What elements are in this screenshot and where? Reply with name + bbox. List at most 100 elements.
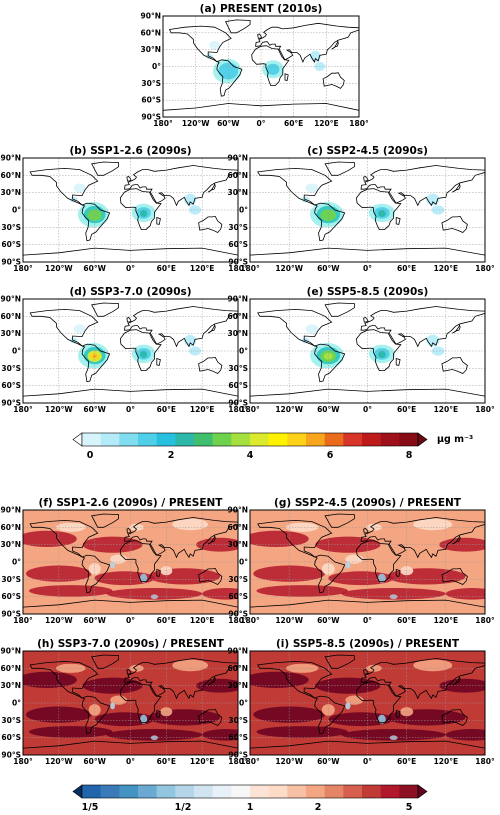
lat-tick-label: 90°S (228, 258, 248, 267)
lat-tick-label: 90°S (228, 610, 248, 619)
panel-title-b: (b) SSP1-2.6 (2090s) (69, 145, 191, 157)
lat-tick-label: 60°N (228, 523, 248, 532)
lat-tick-label: 30°N (1, 188, 21, 197)
lat-tick-label: 60°N (1, 523, 21, 532)
lon-tick-label: 180° (153, 119, 173, 128)
lat-tick-label: 90°N (1, 295, 21, 304)
lon-tick-label: 180° (475, 616, 495, 625)
map-panel-g: (g) SSP2-4.5 (2090s) / PRESENT 90°N 60°N 30… (228, 497, 495, 625)
colorbar-tick-4: 4 (247, 450, 254, 461)
map-panel-f: (f) SSP1-2.6 (2090s) / PRESENT 90°N 60°N 30… (1, 497, 248, 625)
lon-tick-label: 60°W (317, 616, 340, 625)
lat-tick-label: 0° (12, 206, 21, 215)
lat-tick-label: 30°S (228, 223, 248, 232)
lat-tick-label: 0° (239, 206, 248, 215)
lat-tick-label: 90°S (228, 399, 248, 408)
lat-tick-label: 30°N (228, 540, 248, 549)
lon-tick-label: 120°E (434, 264, 459, 273)
lon-tick-label: 60°W (83, 616, 106, 625)
lon-tick-label: 180° (240, 405, 260, 414)
lat-tick-label: 90°S (1, 751, 21, 760)
lon-tick-label: 180° (240, 616, 260, 625)
lon-tick-label: 180° (13, 757, 33, 766)
map-panel-b: (b) SSP1-2.6 (2090s) 90°N 60°N 30°N 0° 30°S 60… (1, 145, 248, 273)
lon-tick-label: 180° (13, 264, 33, 273)
lon-tick-label: 60°E (397, 264, 416, 273)
lon-tick-label: 60°E (157, 616, 176, 625)
panel-title-a: (a) PRESENT (2010s) (200, 3, 323, 15)
lon-tick-label: 120°E (434, 757, 459, 766)
lon-tick-label: 60°W (83, 405, 106, 414)
lon-tick-label: 120°E (190, 264, 215, 273)
lon-tick-label: 120°W (45, 616, 73, 625)
lon-tick-label: 0° (126, 616, 135, 625)
lon-tick-label: 0° (363, 405, 372, 414)
lat-tick-label: 30°S (1, 364, 21, 373)
colorbar-tick-5: 5 (406, 802, 413, 813)
lon-tick-label: 60°W (83, 757, 106, 766)
colorbar-ratio: 1/5 1/2 1 2 5 (72, 784, 428, 813)
map-panel-a: (a) PRESENT (2010s) 90°N 60°N 30°N 0° 30°S 60°… (141, 3, 369, 128)
map-panel-h: (h) SSP3-7.0 (2090s) / PRESENT90°N60°N30… (1, 638, 248, 766)
lon-tick-label: 180° (13, 405, 33, 414)
lon-tick-label: 60°E (397, 616, 416, 625)
lat-tick-label: 90°N (228, 295, 248, 304)
lon-tick-label: 0° (257, 119, 266, 128)
lon-tick-label: 180° (475, 757, 495, 766)
lon-tick-label: 120°W (182, 119, 210, 128)
colorbar-units: μg m⁻³ (437, 434, 473, 445)
lat-tick-label: 60°S (1, 592, 21, 601)
lon-tick-label: 180° (228, 616, 248, 625)
lat-tick-label: 0° (239, 699, 248, 708)
colorbar-tick-1: 1 (247, 802, 254, 813)
lon-tick-label: 120°W (275, 757, 303, 766)
lat-tick-label: 30°S (228, 716, 248, 725)
lon-tick-label: 0° (126, 405, 135, 414)
lat-tick-label: 0° (239, 558, 248, 567)
lat-tick-label: 60°S (228, 381, 248, 390)
lon-tick-label: 120°E (434, 405, 459, 414)
lon-tick-label: 120°W (275, 264, 303, 273)
lat-tick-label: 30°S (228, 575, 248, 584)
lat-tick-label: 30°S (1, 223, 21, 232)
colorbar-tick-1-2: 1/2 (175, 802, 192, 813)
panel-title-c: (c) SSP2-4.5 (2090s) (307, 145, 428, 157)
lat-tick-label: 30°N (1, 329, 21, 338)
lon-tick-label: 60°E (157, 757, 176, 766)
panel-title-d: (d) SSP3-7.0 (2090s) (69, 286, 191, 298)
lon-tick-label: 60°W (217, 119, 240, 128)
lon-tick-label: 60°W (317, 405, 340, 414)
panel-title-g: (g) SSP2-4.5 (2090s) / PRESENT (274, 497, 462, 509)
colorbar-tick-1-5: 1/5 (82, 802, 99, 813)
lon-tick-label: 120°E (190, 616, 215, 625)
lat-tick-label: 60°N (228, 664, 248, 673)
lon-tick-label: 120°E (190, 405, 215, 414)
lat-tick-label: 30°S (228, 364, 248, 373)
map-panel-e: (e) SSP5-8.5 (2090s) 90°N 60°N 30°N 0° 30°S 60… (228, 286, 495, 414)
lon-tick-label: 120°E (434, 616, 459, 625)
lat-tick-label: 60°N (141, 28, 161, 37)
lon-tick-label: 60°E (284, 119, 303, 128)
lat-tick-label: 90°S (1, 399, 21, 408)
lat-tick-label: 30°N (228, 681, 248, 690)
lon-tick-label: 60°W (317, 264, 340, 273)
lat-tick-label: 30°S (1, 716, 21, 725)
map-panel-i: (i) SSP5-8.5 (2090s) / PRESENT 90°N 60°N 30… (228, 638, 495, 766)
lat-tick-label: 60°S (141, 96, 161, 105)
lon-tick-label: 180° (240, 757, 260, 766)
lon-tick-label: 0° (363, 757, 372, 766)
lat-tick-label: 60°N (228, 312, 248, 321)
lon-tick-label: 180° (228, 757, 248, 766)
lat-tick-label: 90°S (228, 751, 248, 760)
map-panel-d: (d) SSP3-7.0 (2090s) 90°N 60°N 30°N 0° 30°S 60… (1, 286, 248, 414)
lon-tick-label: 60°W (317, 757, 340, 766)
lat-tick-label: 30°N (228, 329, 248, 338)
colorbar-tick-2: 2 (168, 450, 175, 461)
lon-tick-label: 60°W (83, 264, 106, 273)
lon-tick-label: 60°E (397, 757, 416, 766)
lat-tick-label: 0° (12, 347, 21, 356)
colorbar-tick-6: 6 (327, 450, 334, 461)
lon-tick-label: 0° (363, 264, 372, 273)
lat-tick-label: 90°N (1, 647, 21, 656)
lon-tick-label: 180° (228, 405, 248, 414)
